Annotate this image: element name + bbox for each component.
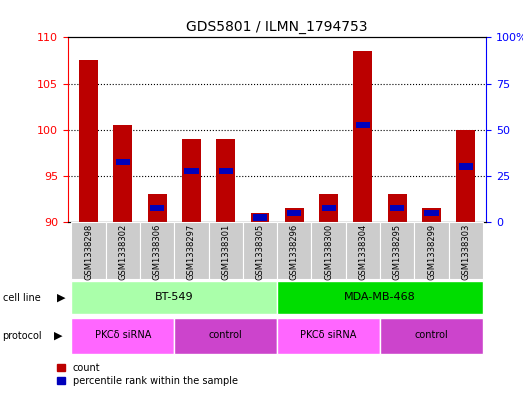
Bar [72,318,174,354]
Text: PKCδ siRNA: PKCδ siRNA [300,330,357,340]
Bar [287,209,301,216]
Text: GSM1338296: GSM1338296 [290,224,299,280]
Bar [219,168,233,174]
Text: GSM1338302: GSM1338302 [118,224,128,280]
Text: control: control [209,330,243,340]
Bar [277,318,380,354]
Bar [116,159,130,165]
Bar [414,222,449,279]
Bar [354,51,372,222]
Bar [457,130,475,222]
Bar [243,222,277,279]
Bar [449,222,483,279]
Text: GSM1338297: GSM1338297 [187,224,196,280]
Bar [72,222,106,279]
Text: GSM1338298: GSM1338298 [84,224,93,280]
Text: GSM1338300: GSM1338300 [324,224,333,280]
Bar [380,222,414,279]
Bar [322,205,336,211]
Bar [217,139,235,222]
Bar [380,318,483,354]
Text: PKCδ siRNA: PKCδ siRNA [95,330,151,340]
Text: GSM1338306: GSM1338306 [153,224,162,280]
Text: GSM1338303: GSM1338303 [461,224,470,280]
Text: GSM1338304: GSM1338304 [358,224,368,280]
Text: ▶: ▶ [54,331,62,341]
Bar [390,205,404,211]
Legend: count, percentile rank within the sample: count, percentile rank within the sample [57,363,238,386]
Bar [174,222,209,279]
Bar [72,281,277,314]
Text: cell line: cell line [3,293,40,303]
Bar [312,222,346,279]
Bar [147,194,167,222]
Bar [422,208,441,222]
Bar [425,209,439,216]
Bar [106,222,140,279]
Bar [185,168,199,174]
Bar [251,213,269,222]
Bar [253,214,267,220]
Text: GSM1338305: GSM1338305 [256,224,265,280]
Text: GSM1338299: GSM1338299 [427,224,436,280]
Title: GDS5801 / ILMN_1794753: GDS5801 / ILMN_1794753 [186,20,368,33]
Bar [285,208,304,222]
Text: control: control [415,330,448,340]
Bar [388,194,407,222]
Text: BT-549: BT-549 [155,292,194,302]
Bar [113,125,132,222]
Bar [277,281,483,314]
Bar [174,318,277,354]
Bar [277,222,312,279]
Bar [182,139,201,222]
Text: MDA-MB-468: MDA-MB-468 [344,292,416,302]
Text: GSM1338295: GSM1338295 [393,224,402,280]
Text: protocol: protocol [3,331,42,341]
Bar [140,222,174,279]
Text: ▶: ▶ [56,293,65,303]
Bar [79,61,98,222]
Bar [459,163,473,170]
Bar [150,205,164,211]
Bar [346,222,380,279]
Text: GSM1338301: GSM1338301 [221,224,230,280]
Bar [319,194,338,222]
Bar [209,222,243,279]
Bar [356,122,370,128]
